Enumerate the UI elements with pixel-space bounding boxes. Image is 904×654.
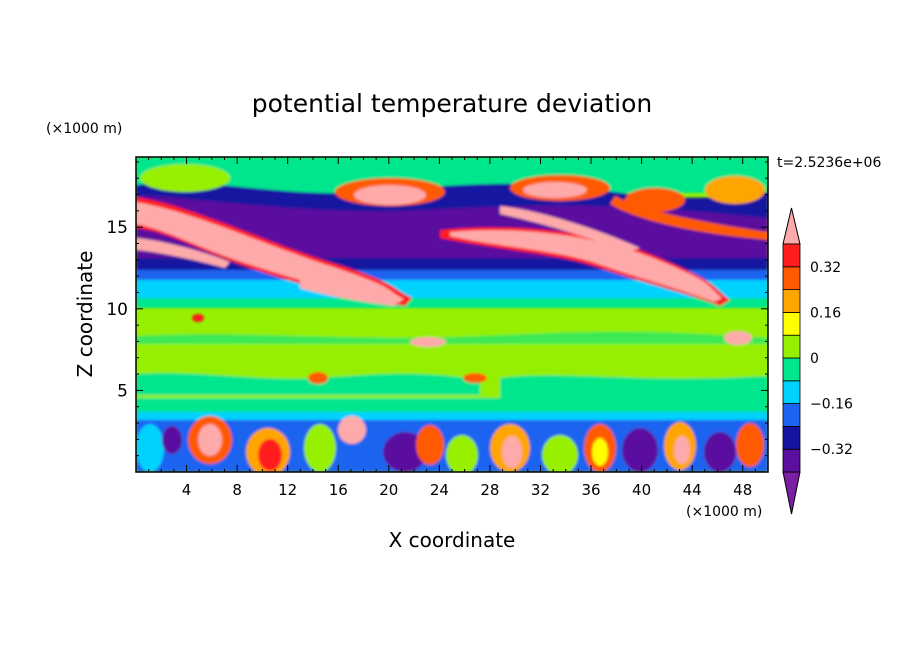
x-tick-label: 16 [329, 481, 348, 499]
colorbar-tick-label: 0 [810, 351, 819, 367]
x-unit-label: (×1000 m) [686, 504, 762, 520]
x-tick-label: 48 [733, 481, 752, 499]
colorbar-box [782, 266, 801, 290]
chart-title: potential temperature deviation [252, 89, 652, 118]
colorbar-box [782, 403, 801, 427]
contour-field [136, 157, 768, 472]
y-tick-label: 15 [106, 218, 128, 238]
y-tick-label: 5 [117, 381, 128, 401]
x-tick-label: 12 [278, 481, 297, 499]
x-tick-label: 8 [232, 481, 242, 499]
x-tick-label: 40 [632, 481, 651, 499]
x-axis-ticks: 4 8 12 16 20 24 28 32 36 40 44 48 [148, 157, 756, 499]
x-tick-label: 44 [683, 481, 702, 499]
colorbar-box [782, 357, 801, 382]
colorbar-box [782, 289, 801, 313]
y-unit-label: (×1000 m) [46, 121, 122, 137]
y-axis-ticks: 5 10 15 [106, 161, 768, 457]
colorbar-extend-high [782, 207, 801, 245]
colorbar-tick-label: 0.32 [810, 260, 841, 276]
colorbar: 0.32 0.16 0 −0.16 −0.32 [782, 207, 853, 515]
x-tick-label: 36 [581, 481, 600, 499]
time-label: t=2.5236e+06 [777, 155, 881, 171]
y-tick-label: 10 [106, 300, 128, 320]
colorbar-box [782, 334, 801, 359]
colorbar-tick-label: −0.16 [810, 397, 853, 413]
y-axis-label: Z coordinate [73, 251, 97, 378]
x-tick-label: 28 [480, 481, 499, 499]
colorbar-tick-label: 0.16 [810, 305, 841, 321]
colorbar-box [782, 380, 801, 404]
colorbar-box [782, 311, 801, 336]
colorbar-box [782, 243, 801, 268]
colorbar-tick-label: −0.32 [810, 442, 853, 458]
x-tick-label: 24 [430, 481, 449, 499]
x-tick-label: 20 [379, 481, 398, 499]
x-axis-label: X coordinate [389, 528, 516, 552]
colorbar-box [782, 425, 801, 450]
colorbar-extend-low [782, 471, 801, 515]
colorbar-box [782, 448, 801, 473]
x-tick-label: 32 [531, 481, 550, 499]
x-tick-label: 4 [182, 481, 192, 499]
